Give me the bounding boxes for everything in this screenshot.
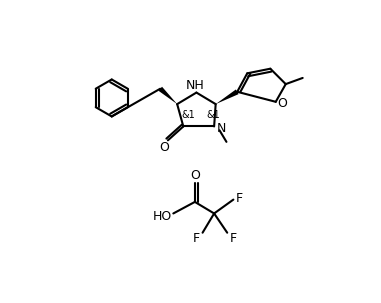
Text: O: O <box>278 97 288 110</box>
Text: N: N <box>216 122 226 135</box>
Text: &1: &1 <box>181 110 195 120</box>
Text: &1: &1 <box>207 110 220 120</box>
Text: HO: HO <box>153 210 172 223</box>
Polygon shape <box>158 87 177 104</box>
Text: O: O <box>159 141 169 154</box>
Text: F: F <box>236 191 243 205</box>
Text: O: O <box>190 169 200 182</box>
Text: F: F <box>193 232 200 245</box>
Text: NH: NH <box>186 79 204 92</box>
Polygon shape <box>216 89 239 104</box>
Text: F: F <box>230 232 237 245</box>
